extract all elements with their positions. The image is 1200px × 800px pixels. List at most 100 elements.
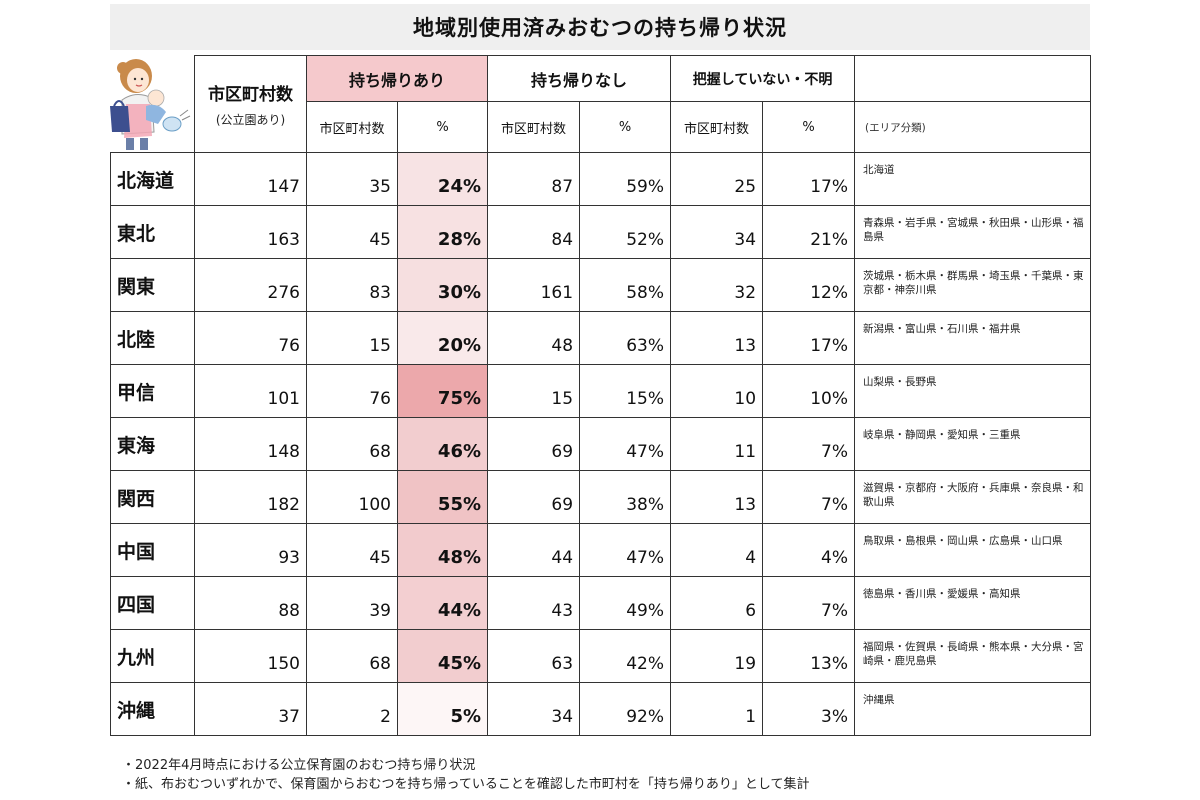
total-cell: 163 xyxy=(194,205,307,259)
area-cell: 山梨県・長野県 xyxy=(854,364,1092,418)
total-cell: 148 xyxy=(194,417,307,471)
area-cell: 北海道 xyxy=(854,152,1092,206)
region-cell: 東北 xyxy=(110,205,195,259)
with-pct-cell: 20% xyxy=(396,311,489,365)
table-body: 北海道 147 35 24% 87 59% 25 17% 北海道 東北 163 45 28% 84 52% 3… xyxy=(110,152,1092,736)
without-count-cell: 15 xyxy=(487,364,581,418)
unknown-pct-cell: 7% xyxy=(762,417,856,471)
unknown-pct-cell: 12% xyxy=(762,258,856,312)
without-pct-cell: 38% xyxy=(579,470,672,524)
without-pct-cell: 42% xyxy=(579,629,672,683)
with-pct-cell: 28% xyxy=(396,205,489,259)
unknown-count-cell: 19 xyxy=(670,629,764,683)
header-row-2: 市区町村数 % 市区町村数 % 市区町村数 % (エリア分類) xyxy=(111,101,1092,153)
without-count-cell: 84 xyxy=(487,205,581,259)
with-pct-cell: 44% xyxy=(396,576,489,630)
with-count-cell: 100 xyxy=(306,470,398,524)
with-pct-cell: 24% xyxy=(396,152,489,206)
without-pct-cell: 47% xyxy=(579,417,672,471)
without-count-cell: 63 xyxy=(487,629,581,683)
header-without-count: 市区町村数 xyxy=(487,101,581,153)
with-count-cell: 68 xyxy=(306,417,398,471)
without-count-cell: 161 xyxy=(487,258,581,312)
header-group-without: 持ち帰りなし xyxy=(487,55,672,102)
table-row: 沖縄 37 2 5% 34 92% 1 3% 沖縄県 xyxy=(110,682,1092,736)
with-pct-cell: 46% xyxy=(396,417,489,471)
without-pct-cell: 15% xyxy=(579,364,672,418)
header-without-pct: % xyxy=(579,101,672,153)
unknown-count-cell: 11 xyxy=(670,417,764,471)
without-count-cell: 48 xyxy=(487,311,581,365)
with-count-cell: 45 xyxy=(306,205,398,259)
without-count-cell: 69 xyxy=(487,417,581,471)
unknown-count-cell: 4 xyxy=(670,523,764,577)
with-pct-cell: 30% xyxy=(396,258,489,312)
unknown-pct-cell: 7% xyxy=(762,576,856,630)
total-cell: 147 xyxy=(194,152,307,206)
area-cell: 鳥取県・島根県・岡山県・広島県・山口県 xyxy=(854,523,1092,577)
area-cell: 青森県・岩手県・宮城県・秋田県・山形県・福島県 xyxy=(854,205,1092,259)
without-pct-cell: 49% xyxy=(579,576,672,630)
table-row: 九州 150 68 45% 63 42% 19 13% 福岡県・佐賀県・長崎県・熊本県・大分県・… xyxy=(110,629,1092,683)
table-row: 北陸 76 15 20% 48 63% 13 17% 新潟県・富山県・石川県・福井県 xyxy=(110,311,1092,365)
with-pct-cell: 55% xyxy=(396,470,489,524)
region-cell: 四国 xyxy=(110,576,195,630)
without-count-cell: 69 xyxy=(487,470,581,524)
without-pct-cell: 47% xyxy=(579,523,672,577)
unknown-pct-cell: 3% xyxy=(762,682,856,736)
area-cell: 岐阜県・静岡県・愛知県・三重県 xyxy=(854,417,1092,471)
footnotes: ・2022年4月時点における公立保育園のおむつ持ち帰り状況 ・紙、布おむついずれ… xyxy=(122,756,809,794)
with-count-cell: 68 xyxy=(306,629,398,683)
region-cell: 九州 xyxy=(110,629,195,683)
without-pct-cell: 63% xyxy=(579,311,672,365)
header-area-label: (エリア分類) xyxy=(854,101,1092,153)
header-with-count: 市区町村数 xyxy=(306,101,398,153)
without-pct-cell: 58% xyxy=(579,258,672,312)
table-row: 四国 88 39 44% 43 49% 6 7% 徳島県・香川県・愛媛県・高知県 xyxy=(110,576,1092,630)
unknown-pct-cell: 17% xyxy=(762,152,856,206)
unknown-pct-cell: 13% xyxy=(762,629,856,683)
region-cell: 関東 xyxy=(110,258,195,312)
region-cell: 甲信 xyxy=(110,364,195,418)
total-cell: 88 xyxy=(194,576,307,630)
total-cell: 101 xyxy=(194,364,307,418)
table-row: 関東 276 83 30% 161 58% 32 12% 茨城県・栃木県・群馬県・埼玉県・千葉県… xyxy=(110,258,1092,312)
header-total-sublabel: (公立園あり) xyxy=(215,113,286,127)
area-cell: 福岡県・佐賀県・長崎県・熊本県・大分県・宮崎県・鹿児島県 xyxy=(854,629,1092,683)
unknown-pct-cell: 7% xyxy=(762,470,856,524)
without-pct-cell: 59% xyxy=(579,152,672,206)
table-row: 甲信 101 76 75% 15 15% 10 10% 山梨県・長野県 xyxy=(110,364,1092,418)
table-row: 中国 93 45 48% 44 47% 4 4% 鳥取県・島根県・岡山県・広島県・山口県 xyxy=(110,523,1092,577)
header-group-with: 持ち帰りあり xyxy=(305,55,489,102)
region-cell: 関西 xyxy=(110,470,195,524)
header-row-1: 市区町村数 (公立園あり) 持ち帰りあり 持ち帰りなし 把握していない・不明 xyxy=(111,55,1092,153)
with-count-cell: 35 xyxy=(306,152,398,206)
area-cell: 沖縄県 xyxy=(854,682,1092,736)
with-count-cell: 15 xyxy=(306,311,398,365)
region-cell: 沖縄 xyxy=(110,682,195,736)
unknown-count-cell: 34 xyxy=(670,205,764,259)
table-title: 地域別使用済みおむつの持ち帰り状況 xyxy=(110,4,1090,50)
unknown-count-cell: 13 xyxy=(670,470,764,524)
total-cell: 93 xyxy=(194,523,307,577)
table-row: 北海道 147 35 24% 87 59% 25 17% 北海道 xyxy=(110,152,1092,206)
region-cell: 東海 xyxy=(110,417,195,471)
with-count-cell: 83 xyxy=(306,258,398,312)
total-cell: 37 xyxy=(194,682,307,736)
without-pct-cell: 92% xyxy=(579,682,672,736)
region-cell: 北陸 xyxy=(110,311,195,365)
without-pct-cell: 52% xyxy=(579,205,672,259)
with-pct-cell: 75% xyxy=(396,364,489,418)
header-total-label: 市区町村数 xyxy=(208,85,293,105)
unknown-count-cell: 10 xyxy=(670,364,764,418)
header-group-unknown: 把握していない・不明 xyxy=(670,55,856,102)
total-cell: 182 xyxy=(194,470,307,524)
unknown-count-cell: 32 xyxy=(670,258,764,312)
header-unknown-count: 市区町村数 xyxy=(670,101,764,153)
header-total: 市区町村数 (公立園あり) xyxy=(194,55,307,153)
unknown-pct-cell: 4% xyxy=(762,523,856,577)
unknown-count-cell: 13 xyxy=(670,311,764,365)
diaper-return-table: 市区町村数 (公立園あり) 持ち帰りあり 持ち帰りなし 把握していない・不明 市… xyxy=(110,55,1092,736)
with-count-cell: 45 xyxy=(306,523,398,577)
table-row: 東海 148 68 46% 69 47% 11 7% 岐阜県・静岡県・愛知県・三重県 xyxy=(110,417,1092,471)
